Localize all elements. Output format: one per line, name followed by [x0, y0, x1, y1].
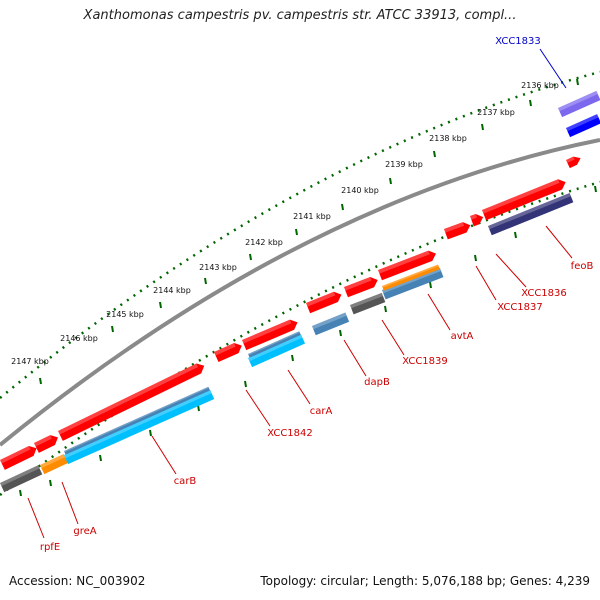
- cds-track-carB: [64, 389, 215, 465]
- ruler-label: 2144 kbp: [153, 286, 191, 295]
- cds-forward-carB: [58, 363, 205, 441]
- cds-forward-xcc1842: [214, 343, 242, 363]
- inner-ruler-dots: [0, 180, 600, 497]
- ruler-tick: [481, 123, 484, 131]
- cds-track-rpfE: [0, 465, 43, 493]
- ruler-tick: [576, 78, 579, 86]
- cds-forward-xcc1833: [566, 156, 581, 169]
- cds-forward-xcc1836: [470, 213, 484, 227]
- ruler-tick: [474, 254, 477, 262]
- cds-features: [0, 90, 600, 493]
- gene-leader-line: [545, 225, 573, 259]
- gene-leader-line: [27, 497, 45, 539]
- ruler-tick: [49, 479, 52, 487]
- ruler-label: 2137 kbp: [477, 108, 515, 117]
- gene-label: XCC1842: [267, 428, 313, 439]
- cds-forward-dapB: [306, 291, 342, 314]
- ruler-tick: [159, 301, 162, 309]
- ruler-label: 2136 kbp: [521, 81, 559, 90]
- ruler-tick: [433, 150, 436, 158]
- cds-forward-carA: [242, 319, 298, 351]
- gene-label: XCC1837: [497, 302, 543, 313]
- ruler-tick: [384, 305, 387, 313]
- ruler-ticks: [19, 78, 597, 497]
- gene-leader-line: [287, 369, 311, 405]
- cds-forward-xcc1839: [344, 276, 378, 298]
- ruler-label: 2138 kbp: [429, 134, 467, 143]
- ruler-tick: [111, 325, 114, 333]
- gene-label: XCC1836: [521, 288, 567, 299]
- gene-label: XCC1833: [495, 36, 541, 47]
- ruler-tick: [514, 231, 517, 239]
- gene-leader-line: [539, 48, 567, 89]
- gene-leader-line: [61, 481, 79, 525]
- cds-forward-rpfE: [0, 445, 37, 470]
- gene-leader-line: [495, 253, 527, 288]
- ruler-tick: [149, 429, 152, 437]
- ruler-tick: [295, 228, 298, 236]
- ruler-tick: [389, 177, 392, 185]
- gene-leader-line: [343, 339, 367, 377]
- cds-forward-xcc1837: [444, 222, 471, 240]
- ruler-tick: [529, 99, 532, 107]
- accession-label: Accession: NC_003902: [9, 574, 146, 588]
- genome-backbone: [0, 138, 600, 447]
- ruler-tick: [204, 277, 207, 285]
- topology-label: Topology: circular; Length: 5,076,188 bp…: [260, 574, 590, 588]
- gene-label: avtA: [451, 331, 474, 342]
- ruler-label: 2139 kbp: [385, 160, 423, 169]
- ruler-tick: [249, 253, 252, 261]
- outer-ruler-dots: [0, 70, 600, 399]
- gene-leader-line: [381, 319, 405, 356]
- ruler-label: 2143 kbp: [199, 263, 237, 272]
- ruler-tick: [291, 354, 294, 362]
- ruler-tick: [244, 380, 247, 388]
- ruler-tick: [19, 489, 22, 497]
- cds-track-greA: [40, 454, 68, 475]
- cds-track-xcc1833: [558, 90, 600, 118]
- cds-track-carA: [247, 334, 306, 368]
- gene-leader-line: [245, 389, 271, 427]
- cds-track-avtA-top: [382, 264, 440, 291]
- ruler-label: 2146 kbp: [60, 334, 98, 343]
- ruler-label: 2147 kbp: [11, 357, 49, 366]
- gene-leader-line: [427, 293, 451, 331]
- ruler-label: 2141 kbp: [293, 212, 331, 221]
- ruler-tick: [339, 329, 342, 337]
- gene-label: XCC1839: [402, 356, 448, 367]
- gene-labels: XCC1833 feoB XCC1836 XCC1837 avtA XCC1839 dapB…: [27, 36, 594, 553]
- gene-leader-line: [151, 435, 177, 475]
- cds-track-xcc1833-b: [566, 114, 600, 138]
- gene-label: carA: [310, 406, 333, 417]
- gene-label: greA: [73, 526, 96, 537]
- cds-forward-feoB: [482, 179, 566, 221]
- ruler-label: 2145 kbp: [106, 310, 144, 319]
- ruler-tick: [39, 377, 42, 385]
- map-title: Xanthomonas campestris pv. campestris st…: [83, 8, 517, 23]
- ruler-label: 2142 kbp: [245, 238, 283, 247]
- ruler-tick: [99, 454, 102, 462]
- cds-track-carB-top: [63, 386, 210, 455]
- ruler-label: 2140 kbp: [341, 186, 379, 195]
- cds-track-carA-top: [248, 331, 301, 358]
- cds-track-xcc1839: [350, 292, 386, 315]
- gene-label: dapB: [364, 377, 390, 388]
- gene-label: feoB: [571, 261, 594, 272]
- ruler-labels: 2136 kbp 2137 kbp 2138 kbp 2139 kbp 2140 kbp…: [11, 81, 559, 366]
- gene-label: rpfE: [40, 542, 60, 553]
- cds-forward-avtA: [378, 250, 436, 281]
- cds-forward-greA: [34, 435, 58, 453]
- gene-leader-line: [475, 265, 497, 301]
- cds-track-feoB: [488, 193, 574, 236]
- cds-track-dapB: [312, 312, 350, 336]
- ruler-tick: [429, 281, 432, 289]
- ruler-tick: [341, 203, 344, 211]
- ruler-tick: [594, 185, 597, 193]
- gene-label: carB: [174, 476, 197, 487]
